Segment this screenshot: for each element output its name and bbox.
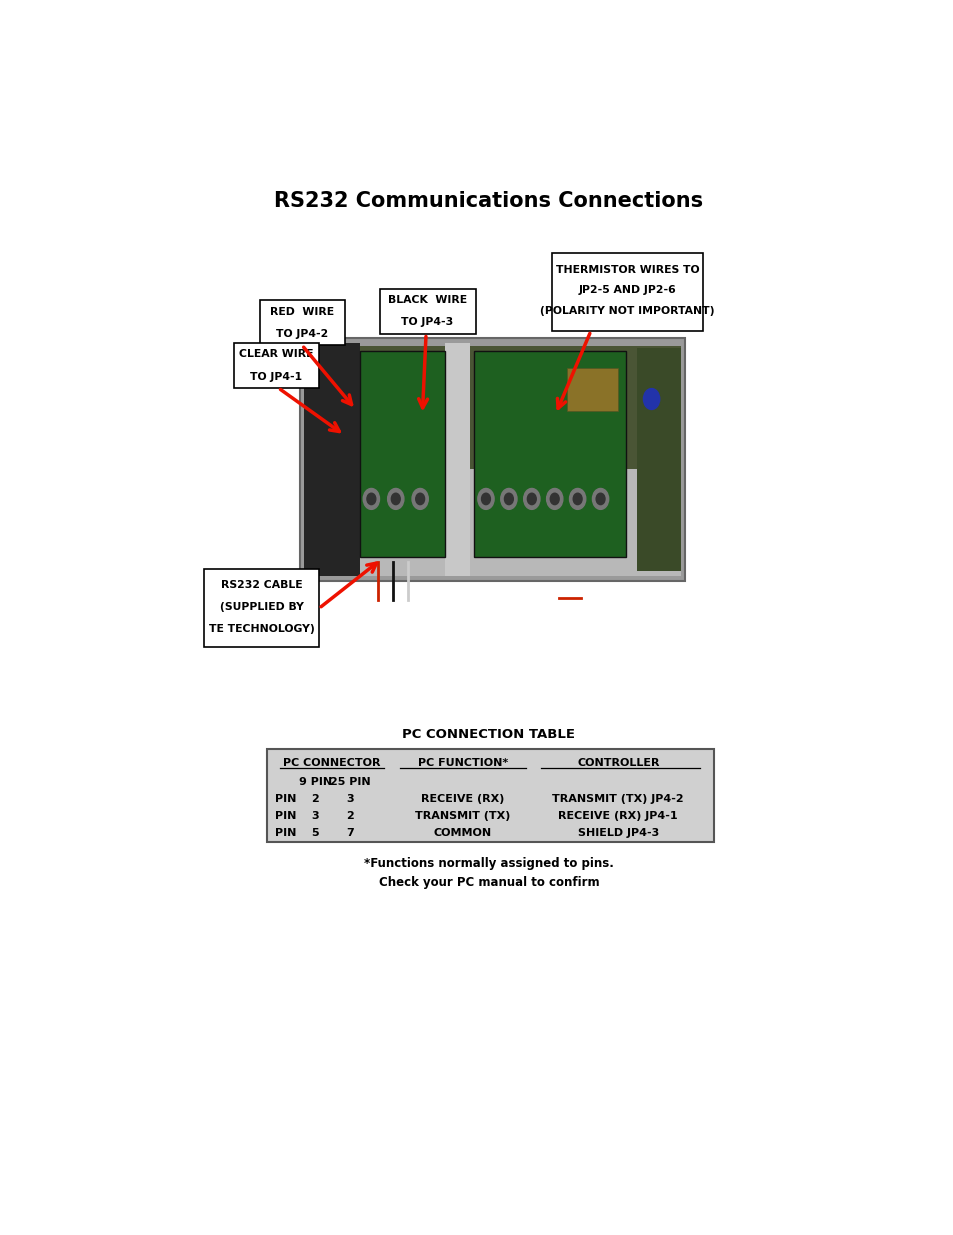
Circle shape bbox=[592, 489, 608, 509]
Bar bbox=[300, 338, 684, 580]
Circle shape bbox=[416, 493, 424, 505]
Text: THERMISTOR WIRES TO: THERMISTOR WIRES TO bbox=[556, 266, 699, 275]
Text: TRANSMIT (TX): TRANSMIT (TX) bbox=[415, 810, 510, 821]
Text: PC CONNECTION TABLE: PC CONNECTION TABLE bbox=[402, 729, 575, 741]
Bar bbox=[304, 343, 359, 576]
Circle shape bbox=[367, 493, 375, 505]
Text: CLEAR WIRE: CLEAR WIRE bbox=[239, 350, 314, 359]
Bar bbox=[566, 368, 618, 411]
Circle shape bbox=[481, 493, 490, 505]
Bar bbox=[267, 750, 714, 842]
Circle shape bbox=[642, 389, 659, 410]
Text: COMMON: COMMON bbox=[434, 827, 492, 837]
Circle shape bbox=[550, 493, 558, 505]
Text: BLACK  WIRE: BLACK WIRE bbox=[388, 295, 467, 305]
Circle shape bbox=[573, 493, 581, 505]
Circle shape bbox=[569, 489, 585, 509]
Bar bbox=[233, 343, 318, 388]
Text: TE TECHNOLOGY): TE TECHNOLOGY) bbox=[209, 624, 314, 634]
Text: 5: 5 bbox=[311, 827, 318, 837]
Text: 3: 3 bbox=[311, 810, 318, 821]
Text: (SUPPLIED BY: (SUPPLIED BY bbox=[219, 601, 303, 611]
Bar bbox=[304, 469, 680, 576]
Bar bbox=[359, 351, 444, 557]
Circle shape bbox=[387, 489, 403, 509]
Text: 2: 2 bbox=[346, 810, 354, 821]
Bar bbox=[304, 346, 680, 472]
Bar bbox=[474, 351, 625, 557]
Text: RECEIVE (RX): RECEIVE (RX) bbox=[421, 794, 504, 804]
Text: 25 PIN: 25 PIN bbox=[330, 777, 370, 787]
Text: 2: 2 bbox=[311, 794, 318, 804]
Circle shape bbox=[523, 489, 539, 509]
Text: 7: 7 bbox=[346, 827, 354, 837]
Text: *Functions normally assigned to pins.: *Functions normally assigned to pins. bbox=[364, 857, 613, 869]
Text: CONTROLLER: CONTROLLER bbox=[577, 757, 659, 767]
Text: Check your PC manual to confirm: Check your PC manual to confirm bbox=[378, 876, 598, 889]
Text: PIN: PIN bbox=[274, 794, 296, 804]
Circle shape bbox=[504, 493, 513, 505]
Text: PIN: PIN bbox=[274, 810, 296, 821]
Text: TO JP4-2: TO JP4-2 bbox=[275, 329, 328, 338]
Circle shape bbox=[391, 493, 400, 505]
Bar bbox=[259, 300, 344, 345]
Text: TO JP4-1: TO JP4-1 bbox=[250, 372, 302, 382]
Text: PC CONNECTOR: PC CONNECTOR bbox=[283, 757, 380, 767]
Text: (POLARITY NOT IMPORTANT): (POLARITY NOT IMPORTANT) bbox=[539, 306, 714, 316]
Text: JP2-5 AND JP2-6: JP2-5 AND JP2-6 bbox=[578, 285, 676, 295]
Text: PC FUNCTION*: PC FUNCTION* bbox=[417, 757, 508, 767]
Bar bbox=[637, 348, 680, 572]
Bar bbox=[444, 343, 470, 576]
Circle shape bbox=[363, 489, 379, 509]
Bar bbox=[204, 569, 318, 647]
Circle shape bbox=[546, 489, 562, 509]
Circle shape bbox=[412, 489, 428, 509]
Text: 9 PIN: 9 PIN bbox=[298, 777, 332, 787]
Text: TRANSMIT (TX) JP4-2: TRANSMIT (TX) JP4-2 bbox=[552, 794, 683, 804]
Circle shape bbox=[477, 489, 494, 509]
Text: SHIELD JP4-3: SHIELD JP4-3 bbox=[578, 827, 659, 837]
Circle shape bbox=[500, 489, 517, 509]
Text: 3: 3 bbox=[346, 794, 354, 804]
Text: RED  WIRE: RED WIRE bbox=[270, 306, 334, 316]
Text: RS232 Communications Connections: RS232 Communications Connections bbox=[274, 190, 702, 210]
Text: TO JP4-3: TO JP4-3 bbox=[401, 317, 454, 327]
Text: PIN: PIN bbox=[274, 827, 296, 837]
Bar bbox=[379, 289, 476, 333]
Circle shape bbox=[596, 493, 604, 505]
Text: RS232 CABLE: RS232 CABLE bbox=[220, 580, 302, 590]
Bar bbox=[551, 253, 702, 331]
Circle shape bbox=[527, 493, 536, 505]
Text: RECEIVE (RX) JP4-1: RECEIVE (RX) JP4-1 bbox=[558, 810, 678, 821]
